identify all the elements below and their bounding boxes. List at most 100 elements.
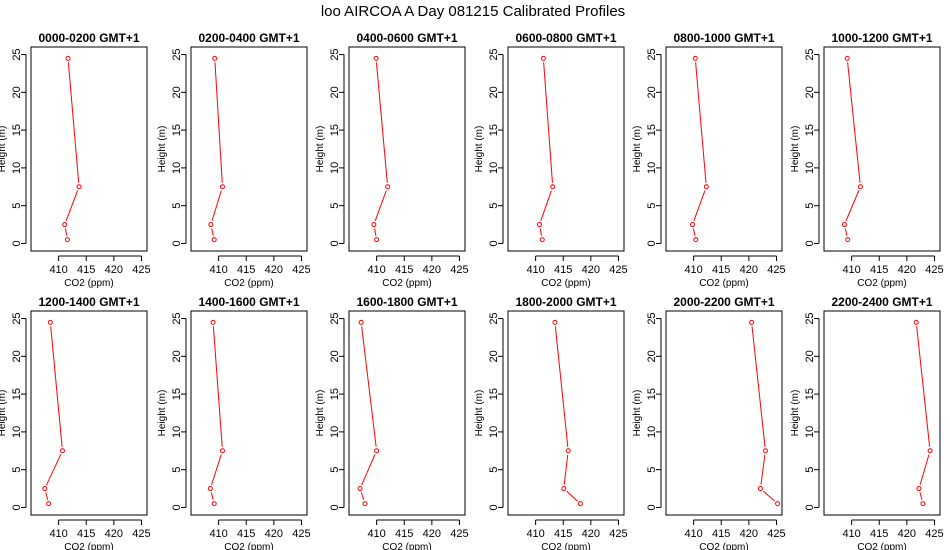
data-point <box>540 55 546 61</box>
y-tick-label: 15 <box>804 388 816 400</box>
profile-segment <box>540 190 552 221</box>
x-axis-label: CO2 (ppm) <box>382 278 431 289</box>
x-axis-label: CO2 (ppm) <box>857 278 906 289</box>
x-tick-label: 425 <box>925 264 943 276</box>
panel-title: 2000-2200 GMT+1 <box>673 295 774 309</box>
data-point <box>385 184 391 190</box>
panel: 0200-0400 GMT+1 410 415 420 425 CO2 (ppm) 0 5 10… <box>157 31 311 289</box>
profile-segment <box>919 492 923 500</box>
y-tick-label: 20 <box>329 86 341 98</box>
y-tick-label: 5 <box>11 203 23 209</box>
x-tick-label: 425 <box>767 264 785 276</box>
plot-frame <box>30 46 148 252</box>
y-tick-label: 25 <box>171 312 183 324</box>
profile-segment <box>695 62 707 183</box>
x-tick-label: 420 <box>898 264 916 276</box>
y-tick-label: 0 <box>329 240 341 246</box>
profile-segment <box>919 454 930 485</box>
x-tick-label: 425 <box>767 528 785 540</box>
panel: 0600-0800 GMT+1 410 415 420 425 CO2 (ppm) 0 5 10… <box>474 31 628 289</box>
profile-segment <box>374 228 377 236</box>
panel-title: 1400-1600 GMT+1 <box>198 295 299 309</box>
y-axis-label: Height (m) <box>474 126 485 173</box>
plot-frame <box>823 310 941 516</box>
profile-segment <box>212 326 223 447</box>
panel-title: 0600-0800 GMT+1 <box>515 31 616 45</box>
data-point <box>212 55 218 61</box>
y-axis-label: Height (m) <box>315 126 326 173</box>
x-axis-label: CO2 (ppm) <box>699 542 748 550</box>
x-tick-label: 410 <box>526 528 544 540</box>
data-point <box>219 448 225 454</box>
y-tick-label: 10 <box>171 426 183 438</box>
profile-segment <box>692 228 696 236</box>
x-tick-label: 410 <box>842 528 860 540</box>
data-point <box>845 237 851 243</box>
x-tick-label: 420 <box>423 264 441 276</box>
x-tick-label: 425 <box>609 528 627 540</box>
x-axis-label: CO2 (ppm) <box>382 542 431 550</box>
y-tick-label: 25 <box>646 312 658 324</box>
y-tick-label: 15 <box>329 388 341 400</box>
y-tick-label: 5 <box>11 467 23 473</box>
profile-segment <box>374 190 387 221</box>
x-tick-label: 420 <box>265 264 283 276</box>
y-tick-label: 5 <box>488 467 500 473</box>
y-tick-label: 15 <box>488 388 500 400</box>
y-tick-label: 10 <box>488 162 500 174</box>
panel-title: 2200-2400 GMT+1 <box>831 295 932 309</box>
y-tick-label: 25 <box>329 48 341 60</box>
y-tick-label: 20 <box>804 86 816 98</box>
data-point <box>211 501 217 507</box>
x-tick-label: 410 <box>367 528 385 540</box>
y-axis-label: Height (m) <box>157 126 168 173</box>
y-tick-label: 20 <box>646 350 658 362</box>
panel-title: 1200-1400 GMT+1 <box>38 295 139 309</box>
data-point <box>374 237 380 243</box>
y-tick-label: 15 <box>646 388 658 400</box>
profile-segment <box>361 454 376 486</box>
data-point <box>47 319 53 325</box>
y-tick-label: 10 <box>11 426 23 438</box>
profile-segment <box>67 62 80 183</box>
x-axis-label: CO2 (ppm) <box>541 278 590 289</box>
data-point <box>550 184 556 190</box>
plot-frame <box>30 310 148 516</box>
data-point <box>374 448 380 454</box>
y-tick-label: 0 <box>11 240 23 246</box>
y-tick-label: 20 <box>11 350 23 362</box>
profile-segment <box>211 190 222 221</box>
y-tick-label: 15 <box>171 124 183 136</box>
profile-segment <box>566 490 578 502</box>
x-axis-label: CO2 (ppm) <box>699 278 748 289</box>
y-axis-label: Height (m) <box>315 390 326 437</box>
panel-title: 1000-1200 GMT+1 <box>831 31 932 45</box>
y-tick-label: 5 <box>804 467 816 473</box>
profile-segment <box>760 454 766 485</box>
y-tick-label: 5 <box>329 203 341 209</box>
profile-segment <box>50 326 63 447</box>
profile-segment <box>543 62 553 183</box>
panel: 1800-2000 GMT+1 410 415 420 425 CO2 (ppm) 0 5 10… <box>474 295 628 550</box>
x-tick-label: 425 <box>609 264 627 276</box>
data-point <box>539 237 545 243</box>
profile-segment <box>210 492 214 500</box>
y-tick-label: 0 <box>329 504 341 510</box>
y-tick-label: 0 <box>804 504 816 510</box>
y-tick-label: 0 <box>11 504 23 510</box>
y-axis-label: Height (m) <box>632 126 643 173</box>
plot-frame <box>190 46 308 252</box>
plot-frame <box>348 46 466 252</box>
profile-segment <box>361 326 377 447</box>
y-tick-label: 20 <box>646 86 658 98</box>
x-tick-label: 420 <box>423 528 441 540</box>
panel: 0800-1000 GMT+1 410 415 420 425 CO2 (ppm) 0 5 10… <box>632 31 786 289</box>
y-tick-label: 5 <box>171 467 183 473</box>
data-point <box>373 55 379 61</box>
data-point <box>210 319 216 325</box>
x-axis-label: CO2 (ppm) <box>541 542 590 550</box>
panel: 1000-1200 GMT+1 410 415 420 425 CO2 (ppm) 0 5 10… <box>790 31 944 289</box>
panel-title: 0400-0600 GMT+1 <box>356 31 457 45</box>
data-point <box>42 486 48 492</box>
